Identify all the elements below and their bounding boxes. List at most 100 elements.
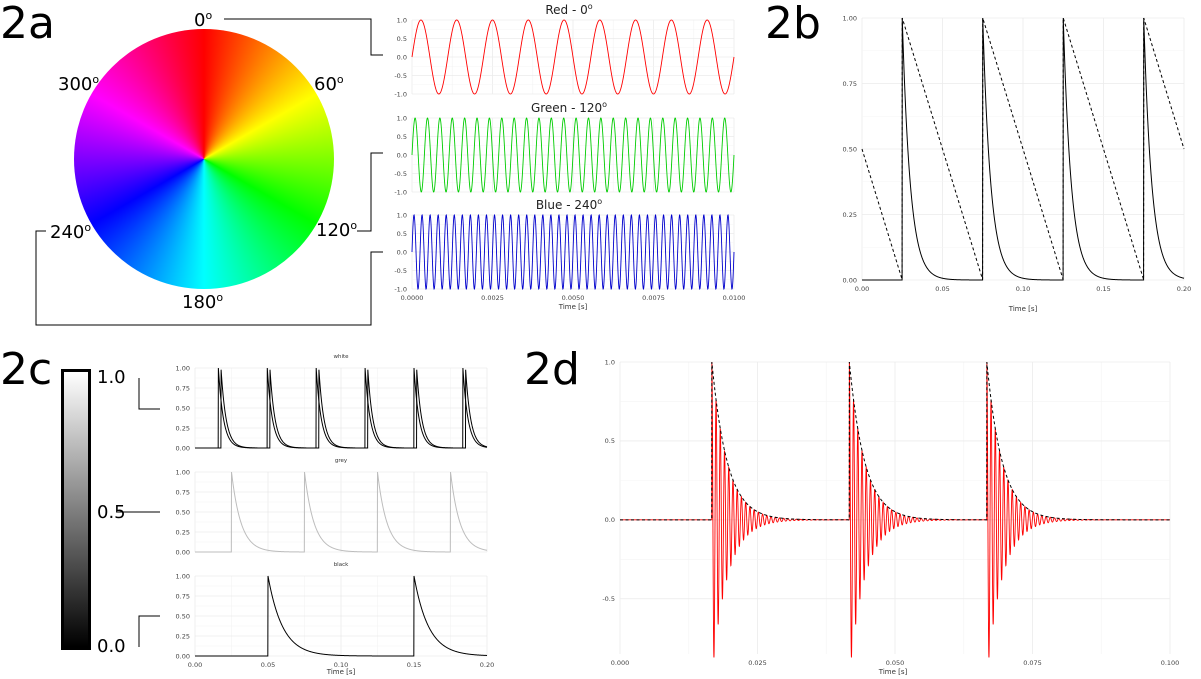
y-tick-label: -0.5 bbox=[602, 595, 615, 603]
x-tick-label: 0.00 bbox=[188, 661, 202, 669]
x-tick-label: 0.00 bbox=[855, 285, 869, 293]
facet-title-2a: Green - 120o bbox=[531, 100, 607, 115]
y-tick-label: 0.50 bbox=[176, 612, 190, 620]
y-tick-label: 0.5 bbox=[397, 133, 407, 141]
y-tick-label: 0.00 bbox=[176, 652, 190, 660]
x-tick-label: 0.10 bbox=[334, 661, 348, 669]
chart-2a-sines: -1.0 -0.5 0.0 0.5 1.0 Red - 0o -1.0 -0.5 0.0 0.5 1… bbox=[394, 2, 745, 311]
y-tick-label: -1.0 bbox=[394, 188, 407, 196]
panel-label-2d: 2d bbox=[524, 344, 580, 395]
x-tick-label: 0.0025 bbox=[481, 294, 504, 302]
y-tick-label: 0.25 bbox=[176, 632, 190, 640]
facet-title-2a: Blue - 240o bbox=[536, 197, 602, 212]
facet-title-degree: o bbox=[597, 197, 602, 206]
x-tick-label: 0.05 bbox=[261, 661, 275, 669]
connector-line bbox=[138, 615, 160, 647]
grayscale-bar bbox=[61, 369, 91, 650]
x-tick-label: 0.05 bbox=[935, 285, 949, 293]
y-tick-label: 0.50 bbox=[176, 508, 190, 516]
y-tick-label: 1.0 bbox=[397, 211, 407, 219]
chart-2d: 0.000 0.025 0.050 0.075 0.100 -0.5 0.0 0.5 1.0 Ti… bbox=[602, 358, 1179, 676]
angle-label-60: 60o bbox=[314, 73, 344, 95]
y-tick-label: 1.0 bbox=[605, 358, 615, 366]
y-tick-label: 1.0 bbox=[397, 114, 407, 122]
series-line-green bbox=[411, 117, 735, 193]
chart-2b: 0.00 0.05 0.10 0.15 0.20 0.00 0.25 0.50 0.75 1.00… bbox=[843, 14, 1192, 313]
y-tick-label: 1.00 bbox=[176, 364, 190, 372]
y-tick-label: 0.00 bbox=[176, 444, 190, 452]
facet-title-2c: white bbox=[333, 354, 349, 360]
angle-label-300: 300o bbox=[58, 73, 100, 95]
facet-title-2c: grey bbox=[335, 458, 348, 464]
y-tick-label: 0.75 bbox=[176, 384, 190, 392]
x-tick-label: 0.0050 bbox=[562, 294, 585, 302]
x-tick-label: 0.0100 bbox=[723, 294, 746, 302]
y-tick-label: 0.00 bbox=[176, 548, 190, 556]
facet-title-degree: o bbox=[602, 100, 607, 109]
x-tick-label: 0.025 bbox=[748, 659, 767, 667]
y-tick-label: 1.00 bbox=[843, 14, 857, 22]
y-tick-label: 0.75 bbox=[176, 488, 190, 496]
decay-line-2b bbox=[862, 17, 1185, 281]
y-tick-label: 0.00 bbox=[843, 276, 857, 284]
y-tick-label: 0.50 bbox=[843, 145, 857, 153]
series-line-red bbox=[411, 19, 735, 95]
x-tick-label: 0.10 bbox=[1016, 285, 1030, 293]
connector-line bbox=[357, 152, 383, 232]
x-tick-label: 0.000 bbox=[611, 659, 630, 667]
x-tick-label: 0.20 bbox=[480, 661, 494, 669]
y-tick-label: 0.0 bbox=[397, 53, 407, 61]
panel-label-2c: 2c bbox=[0, 344, 53, 395]
oscillation-line-2d bbox=[620, 361, 1170, 658]
y-tick-label: 0.0 bbox=[605, 516, 615, 524]
sawtooth-line-2b bbox=[861, 17, 1185, 280]
x-tick-label: 0.15 bbox=[407, 661, 421, 669]
x-axis-label-2c: Time [s] bbox=[326, 668, 356, 676]
y-tick-label: 0.0 bbox=[397, 248, 407, 256]
y-tick-label: 0.5 bbox=[397, 230, 407, 238]
angle-label-0: 0o bbox=[194, 9, 213, 31]
y-tick-label: 0.0 bbox=[397, 151, 407, 159]
decay-line-white-second bbox=[195, 369, 488, 449]
angle-label-180: 180o bbox=[182, 291, 224, 313]
decay-line-grey bbox=[195, 471, 488, 553]
x-tick-label: 0.0075 bbox=[642, 294, 665, 302]
grayscale-tick-05: 0.5 bbox=[97, 502, 126, 523]
y-tick-label: 0.5 bbox=[397, 35, 407, 43]
y-tick-label: -1.0 bbox=[394, 90, 407, 98]
panel-label-2a: 2a bbox=[0, 0, 55, 49]
y-tick-label: 0.75 bbox=[843, 80, 857, 88]
y-tick-label: 1.00 bbox=[176, 468, 190, 476]
facet-title-2c: black bbox=[334, 562, 349, 568]
y-tick-label: 0.25 bbox=[176, 424, 190, 432]
series-line-blue bbox=[411, 214, 735, 290]
y-tick-label: 0.25 bbox=[176, 528, 190, 536]
grayscale-tick-0: 0.0 bbox=[97, 636, 126, 657]
x-tick-label: 0.20 bbox=[1177, 285, 1191, 293]
y-tick-label: 0.25 bbox=[843, 211, 857, 219]
angle-label-240: 240o bbox=[50, 221, 92, 243]
x-axis-label-2a: Time [s] bbox=[558, 303, 588, 311]
chart-2c: 0.00 0.25 0.50 0.75 1.00 white 0.00 0.25 0.50 0.7… bbox=[176, 354, 495, 676]
angle-label-120: 120o bbox=[316, 219, 358, 241]
y-tick-label: -1.0 bbox=[394, 285, 407, 293]
grayscale-tick-1: 1.0 bbox=[97, 367, 126, 388]
x-tick-label: 0.050 bbox=[886, 659, 905, 667]
decay-line-black bbox=[195, 575, 488, 657]
y-tick-label: 0.50 bbox=[176, 404, 190, 412]
y-tick-label: 1.0 bbox=[397, 16, 407, 24]
x-tick-label: 0.100 bbox=[1161, 659, 1180, 667]
y-tick-label: 0.5 bbox=[605, 437, 615, 445]
x-tick-label: 0.0000 bbox=[401, 294, 424, 302]
x-tick-label: 0.075 bbox=[1023, 659, 1042, 667]
y-tick-label: -0.5 bbox=[394, 170, 407, 178]
y-tick-label: 1.00 bbox=[176, 572, 190, 580]
facet-title-2a: Red - 0o bbox=[545, 2, 592, 17]
x-axis-label-2b: Time [s] bbox=[1008, 305, 1038, 313]
y-tick-label: -0.5 bbox=[394, 267, 407, 275]
x-tick-label: 0.15 bbox=[1096, 285, 1110, 293]
connector-line bbox=[138, 378, 160, 410]
panel-label-2b: 2b bbox=[765, 0, 821, 49]
